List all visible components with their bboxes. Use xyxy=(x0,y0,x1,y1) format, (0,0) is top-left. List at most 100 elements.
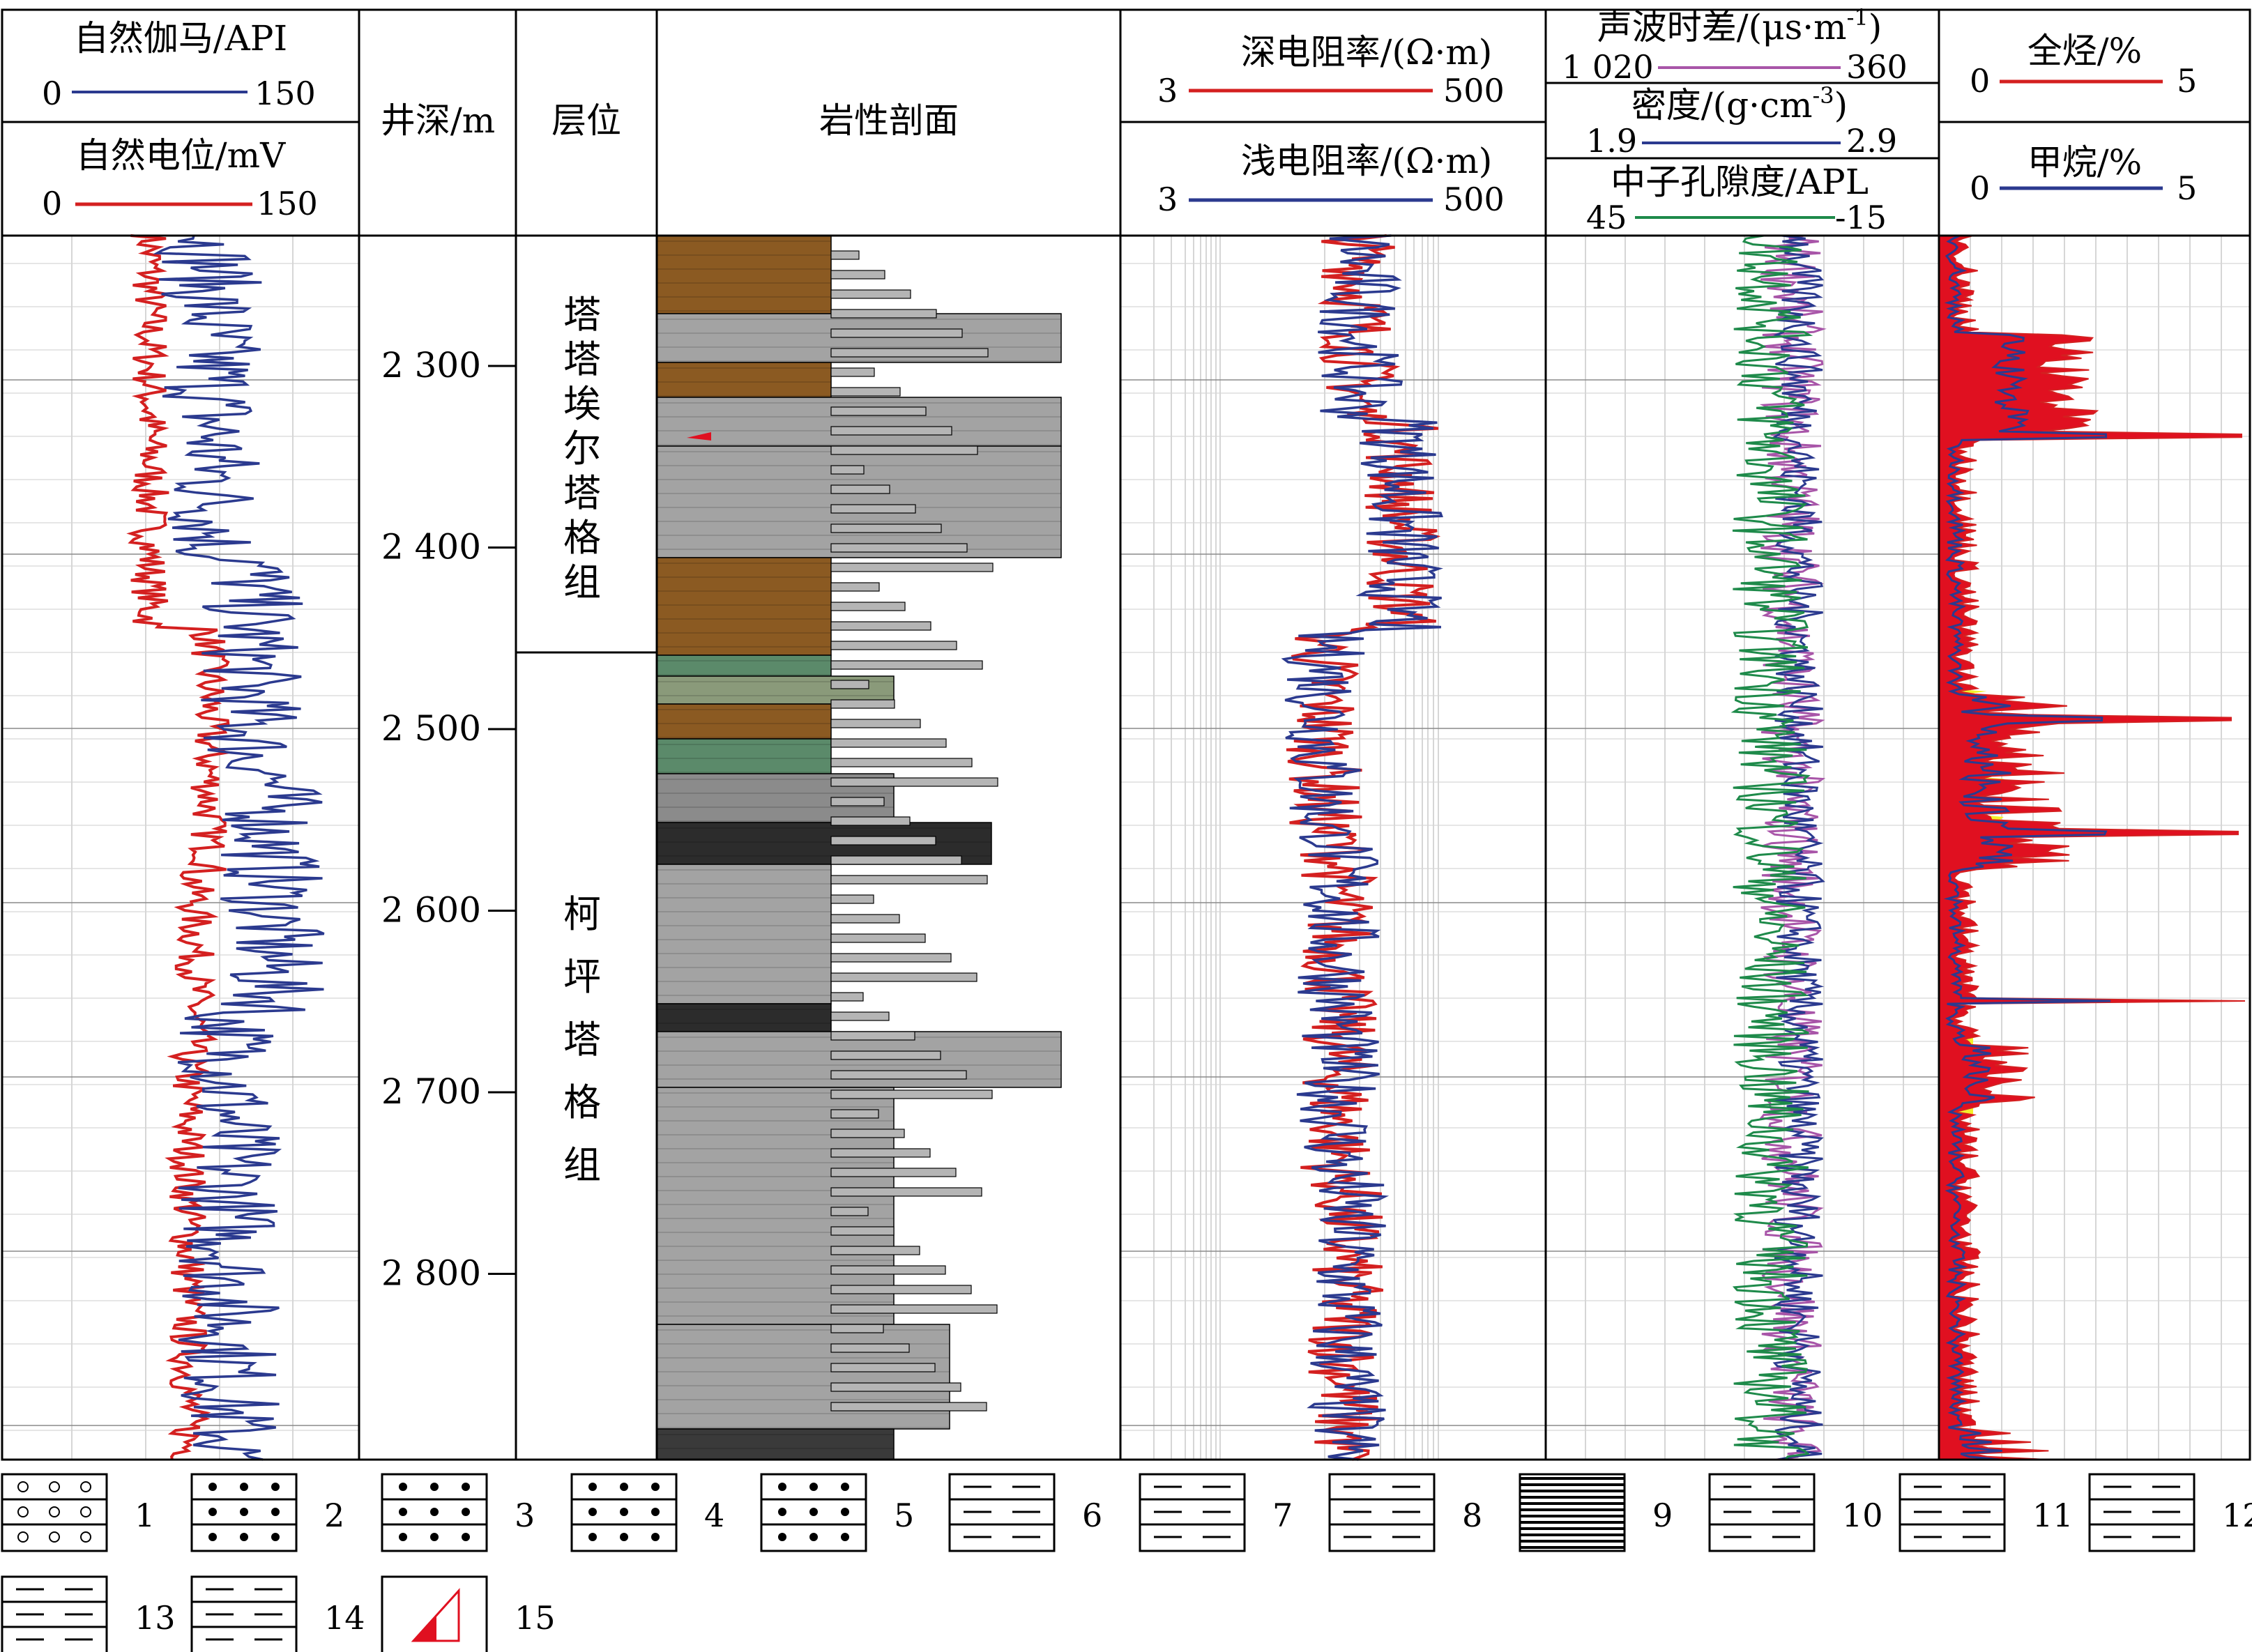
lithology-bar xyxy=(830,797,885,806)
legend-carbonaceous-mudstone xyxy=(1139,1473,1246,1552)
lithology-bar xyxy=(830,484,890,494)
track-frame xyxy=(1,8,2251,1461)
sp-min: 0 xyxy=(42,185,62,222)
legend-fine-sandstone xyxy=(570,1473,678,1552)
depth-tick-label: 2 400 xyxy=(381,527,481,567)
sp-title: 自然电位/mV xyxy=(76,135,286,176)
lithology-bar xyxy=(830,602,906,611)
depth-title: 井深/m xyxy=(381,100,495,141)
lithology-layer xyxy=(656,1428,895,1460)
lithology-bar xyxy=(830,1402,987,1412)
lithology-bar xyxy=(830,270,885,280)
deep-res-min: 3 xyxy=(1157,72,1178,109)
lithology-bar xyxy=(830,387,901,397)
lithology-bar xyxy=(830,582,880,592)
legend-mudstone xyxy=(1708,1473,1816,1552)
gamma-min: 0 xyxy=(42,75,62,112)
total-gas-max: 5 xyxy=(2177,62,2197,100)
lithology-layer xyxy=(656,235,832,314)
formation-2-char: 组 xyxy=(563,1143,601,1187)
deep-res-title: 深电阻率/(Ω·m) xyxy=(1241,32,1493,72)
shallow-resistivity-curve xyxy=(1281,234,1443,1461)
depth-tick-label: 2 800 xyxy=(381,1253,481,1294)
lithology-bar xyxy=(830,1031,915,1041)
neutron-curve xyxy=(1730,234,1813,1460)
lithology-bar xyxy=(830,660,983,670)
sonic-max: 360 xyxy=(1846,48,1908,86)
lithology-bar xyxy=(830,738,947,748)
lithology-bar xyxy=(830,1324,884,1333)
depth-tick-label: 2 700 xyxy=(381,1071,481,1112)
lithology-bar xyxy=(830,1129,905,1138)
lithology-bar xyxy=(830,406,927,416)
legend-silty-mudstone xyxy=(1328,1473,1436,1552)
legend-number: 6 xyxy=(1082,1497,1102,1534)
lithology-bar xyxy=(830,1363,936,1372)
lithology-bar xyxy=(830,1343,910,1353)
formation-2-char: 塔 xyxy=(563,1018,601,1062)
formation-1-char: 组 xyxy=(563,560,601,604)
lithology-title: 岩性剖面 xyxy=(819,100,959,141)
lithology-layer xyxy=(656,655,832,677)
formation-1-char: 塔 xyxy=(563,337,601,381)
legend-number: 11 xyxy=(2032,1497,2074,1534)
lithology-bar xyxy=(830,1089,993,1099)
lithology-layer xyxy=(656,397,1062,447)
depth-scale: 2 300 2 400 2 500 2 600 2 700 2 800 xyxy=(381,345,516,1294)
legend-number: 13 xyxy=(135,1599,176,1637)
lithology-bar xyxy=(830,894,874,904)
methane-curve xyxy=(1943,234,2111,1461)
methane-min: 0 xyxy=(1970,169,1990,207)
formation-1-char: 尔 xyxy=(563,427,601,471)
lithology-bar xyxy=(830,309,937,319)
lithology-layer xyxy=(656,864,832,1004)
legend-oil-gas-show xyxy=(381,1575,488,1652)
lithology-bar xyxy=(830,1109,879,1119)
legend-number: 1 xyxy=(135,1497,155,1534)
depth-tick-label: 2 500 xyxy=(381,708,481,749)
legend-number: 14 xyxy=(324,1599,365,1637)
legend-number: 3 xyxy=(515,1497,535,1534)
lithology-bar xyxy=(830,777,998,787)
lithology-bar xyxy=(830,250,860,260)
formation-1-char: 埃 xyxy=(563,382,601,426)
lithology-column xyxy=(656,235,1062,1460)
lithology-bar xyxy=(830,367,875,377)
lithology-bar xyxy=(830,621,931,631)
lithology-bar xyxy=(830,914,900,924)
lithology-legend: 123456789101112131415 xyxy=(1,1473,2252,1652)
sp-curve xyxy=(126,234,231,1460)
legend-calcareous-mudstone xyxy=(948,1473,1056,1552)
lithology-bar xyxy=(830,1226,895,1236)
formation-2-char: 柯 xyxy=(563,892,601,936)
gamma-curve xyxy=(153,235,325,1461)
deep-res-max: 500 xyxy=(1443,72,1505,109)
lithology-bar xyxy=(830,426,952,436)
lithology-bar xyxy=(830,445,978,455)
density-title: 密度/(g·cm-3) xyxy=(1631,82,1848,125)
log-curves xyxy=(126,234,2246,1461)
legend-number: 4 xyxy=(704,1497,724,1534)
lithology-bar xyxy=(830,758,973,767)
legend-medium-sandstone xyxy=(381,1473,488,1552)
sp-max: 150 xyxy=(257,185,318,222)
lithology-layer xyxy=(656,1087,895,1325)
total-gas-curve xyxy=(1938,235,2246,1460)
lithology-layer xyxy=(656,557,832,656)
legend-limestone xyxy=(1,1575,108,1652)
formation-2-char: 格 xyxy=(563,1080,601,1124)
legend-number: 5 xyxy=(894,1497,914,1534)
lithology-bar xyxy=(830,680,869,689)
lithology-bar xyxy=(830,1285,972,1294)
lithology-bar xyxy=(830,953,952,963)
legend-marl xyxy=(1899,1473,2006,1552)
lithology-bar xyxy=(830,543,968,553)
methane-title: 甲烷/% xyxy=(2027,142,2142,183)
neutron-title: 中子孔隙度/APL xyxy=(1611,162,1869,202)
lithology-bar xyxy=(830,504,916,514)
total-gas-min: 0 xyxy=(1970,62,1990,100)
gamma-max: 150 xyxy=(254,75,316,112)
lithology-bar xyxy=(830,1246,920,1255)
shallow-res-max: 500 xyxy=(1443,181,1505,218)
